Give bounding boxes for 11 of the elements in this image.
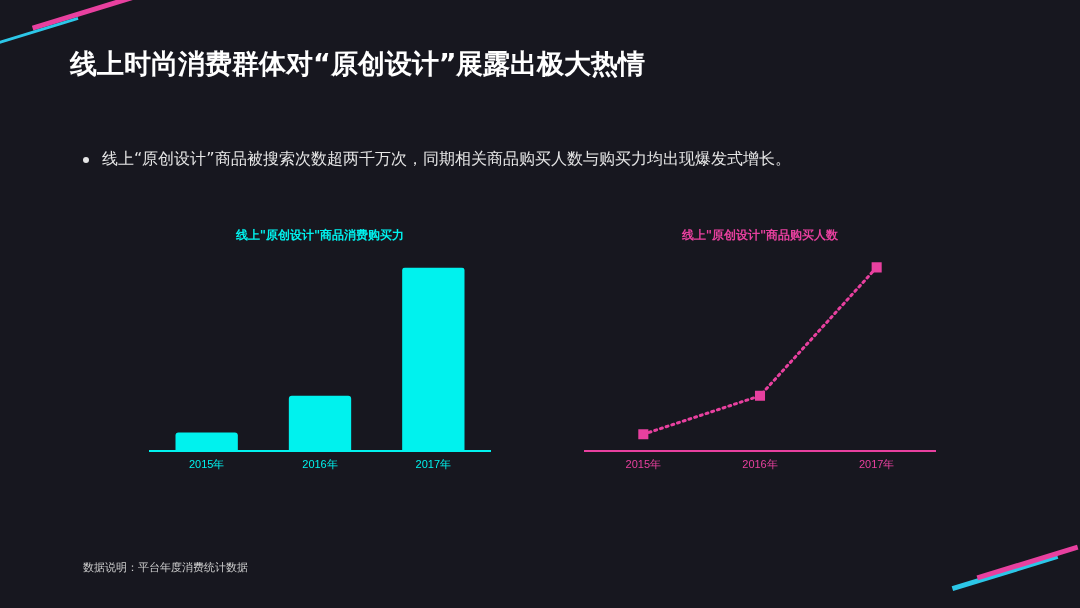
x-tick-label: 2016年 [302, 458, 338, 471]
text: 线上时尚消费群体对“原创设计”展露出极大热情 [70, 47, 646, 81]
chart-title: 线上"原创设计"商品消费购买力 [234, 228, 405, 243]
x-tick-label: 2017年 [858, 458, 895, 471]
x-tick-label: 2016年 [742, 458, 778, 471]
text: 数据说明：平台年度消费统计数据 [83, 560, 248, 575]
chart-title: 线上"原创设计"商品购买人数 [680, 228, 840, 243]
x-tick-label: 2015年 [625, 458, 662, 471]
x-tick-label: 2015年 [188, 458, 225, 471]
x-tick-label: 2017年 [415, 458, 452, 471]
text: 线上“原创设计”商品被搜索次数超两千万次，同期相关商品购买人数与购买力均出现爆发式增长。 [102, 149, 791, 170]
